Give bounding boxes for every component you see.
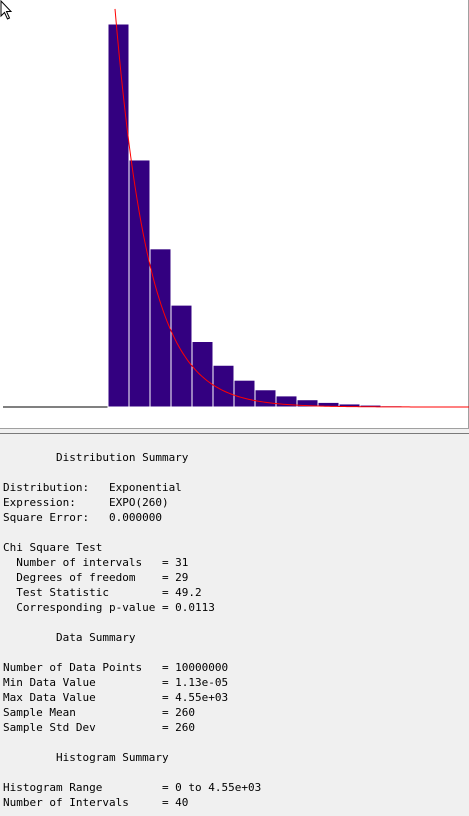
report-line: Number of Data Points = 10000000 — [3, 660, 469, 675]
report-line: Test Statistic = 49.2 — [3, 585, 469, 600]
histogram-chart-panel — [0, 0, 469, 428]
histogram-bar — [171, 305, 192, 407]
report-line — [3, 645, 469, 660]
report-line — [3, 615, 469, 630]
report-line: Number of intervals = 31 — [3, 555, 469, 570]
histogram-bar — [255, 390, 276, 407]
report-panel: Distribution Summary Distribution: Expone… — [0, 434, 469, 816]
histogram-bar — [129, 160, 150, 407]
mouse-cursor-icon — [0, 0, 14, 22]
report-line: Corresponding p-value = 0.0113 — [3, 600, 469, 615]
report-line: Histogram Summary — [3, 750, 469, 765]
histogram-bar — [108, 24, 129, 407]
report-line: Sample Std Dev = 260 — [3, 720, 469, 735]
report-line — [3, 465, 469, 480]
report-line: Data Summary — [3, 630, 469, 645]
report-line: Chi Square Test — [3, 540, 469, 555]
histogram-bar — [234, 380, 255, 407]
histogram-chart — [0, 0, 469, 428]
histogram-bar — [213, 365, 234, 407]
distribution-report: Distribution Summary Distribution: Expone… — [0, 434, 469, 810]
report-line: Sample Mean = 260 — [3, 705, 469, 720]
report-line: Histogram Range = 0 to 4.55e+03 — [3, 780, 469, 795]
report-line — [3, 765, 469, 780]
report-line: Min Data Value = 1.13e-05 — [3, 675, 469, 690]
report-line: Distribution: Exponential — [3, 480, 469, 495]
histogram-bar — [150, 249, 171, 407]
report-line — [3, 525, 469, 540]
report-line: Degrees of freedom = 29 — [3, 570, 469, 585]
report-line: Distribution Summary — [3, 450, 469, 465]
report-line: Max Data Value = 4.55e+03 — [3, 690, 469, 705]
report-line: Expression: EXPO(260) — [3, 495, 469, 510]
histogram-bar — [192, 342, 213, 407]
report-line — [3, 735, 469, 750]
report-line: Number of Intervals = 40 — [3, 795, 469, 810]
report-line: Square Error: 0.000000 — [3, 510, 469, 525]
